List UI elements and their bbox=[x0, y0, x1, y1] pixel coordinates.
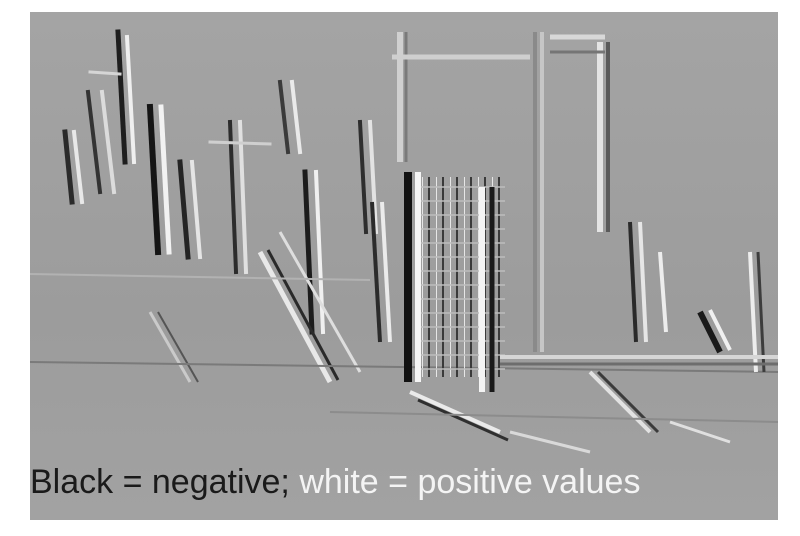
grid-tower bbox=[370, 172, 505, 392]
positive-caption: white = positive values bbox=[289, 463, 641, 501]
filter-response-image bbox=[30, 12, 778, 520]
foreground-streaks bbox=[329, 390, 778, 454]
tall-building bbox=[392, 32, 610, 352]
negative-caption: Black = negative; bbox=[30, 463, 290, 501]
edge-map-illustration bbox=[30, 12, 778, 520]
right-buildings bbox=[500, 221, 778, 434]
left-buildings bbox=[62, 29, 379, 335]
caption: Black = negative; white = positive value… bbox=[30, 462, 640, 502]
